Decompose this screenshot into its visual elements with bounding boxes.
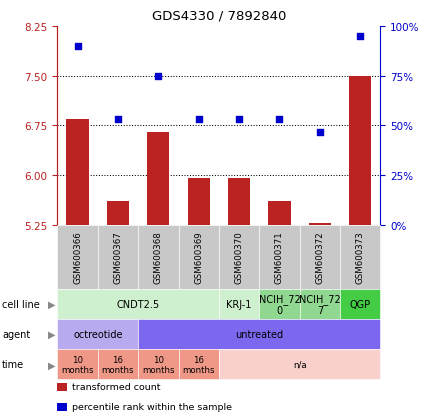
Text: transformed count: transformed count — [72, 382, 160, 392]
Text: octreotide: octreotide — [73, 329, 122, 339]
Title: GDS4330 / 7892840: GDS4330 / 7892840 — [152, 10, 286, 23]
Text: GSM600370: GSM600370 — [235, 231, 244, 283]
Text: ▶: ▶ — [48, 329, 56, 339]
Text: 10
months: 10 months — [61, 355, 94, 374]
Text: cell line: cell line — [2, 299, 40, 309]
Text: GSM600371: GSM600371 — [275, 231, 284, 283]
Text: 10
months: 10 months — [142, 355, 175, 374]
Bar — [228, 179, 250, 225]
Point — [316, 129, 323, 136]
Point — [276, 116, 283, 123]
Text: GSM600366: GSM600366 — [73, 231, 82, 283]
Text: untreated: untreated — [235, 329, 283, 339]
Text: QGP: QGP — [350, 299, 371, 309]
Bar — [268, 202, 291, 225]
Point — [195, 116, 202, 123]
Point — [74, 43, 81, 50]
Text: ▶: ▶ — [48, 359, 56, 370]
Bar — [309, 223, 331, 225]
Bar — [66, 119, 89, 225]
Bar — [107, 202, 129, 225]
Point — [114, 116, 122, 123]
Text: 16
months: 16 months — [102, 355, 134, 374]
Text: GSM600368: GSM600368 — [154, 231, 163, 283]
Text: GSM600373: GSM600373 — [356, 231, 365, 283]
Bar — [187, 179, 210, 225]
Text: NCIH_72
0: NCIH_72 0 — [258, 293, 300, 316]
Text: agent: agent — [2, 329, 30, 339]
Point — [357, 33, 363, 40]
Point — [155, 73, 162, 80]
Text: GSM600369: GSM600369 — [194, 231, 203, 283]
Text: CNDT2.5: CNDT2.5 — [116, 299, 160, 309]
Text: GSM600372: GSM600372 — [315, 231, 324, 283]
Text: KRJ-1: KRJ-1 — [227, 299, 252, 309]
Text: time: time — [2, 359, 24, 370]
Bar — [147, 133, 170, 225]
Text: 16
months: 16 months — [182, 355, 215, 374]
Text: ▶: ▶ — [48, 299, 56, 309]
Text: n/a: n/a — [293, 360, 306, 369]
Text: NCIH_72
7: NCIH_72 7 — [299, 293, 341, 316]
Text: GSM600367: GSM600367 — [113, 231, 122, 283]
Bar — [349, 76, 371, 225]
Point — [235, 116, 242, 123]
Text: percentile rank within the sample: percentile rank within the sample — [72, 402, 232, 411]
